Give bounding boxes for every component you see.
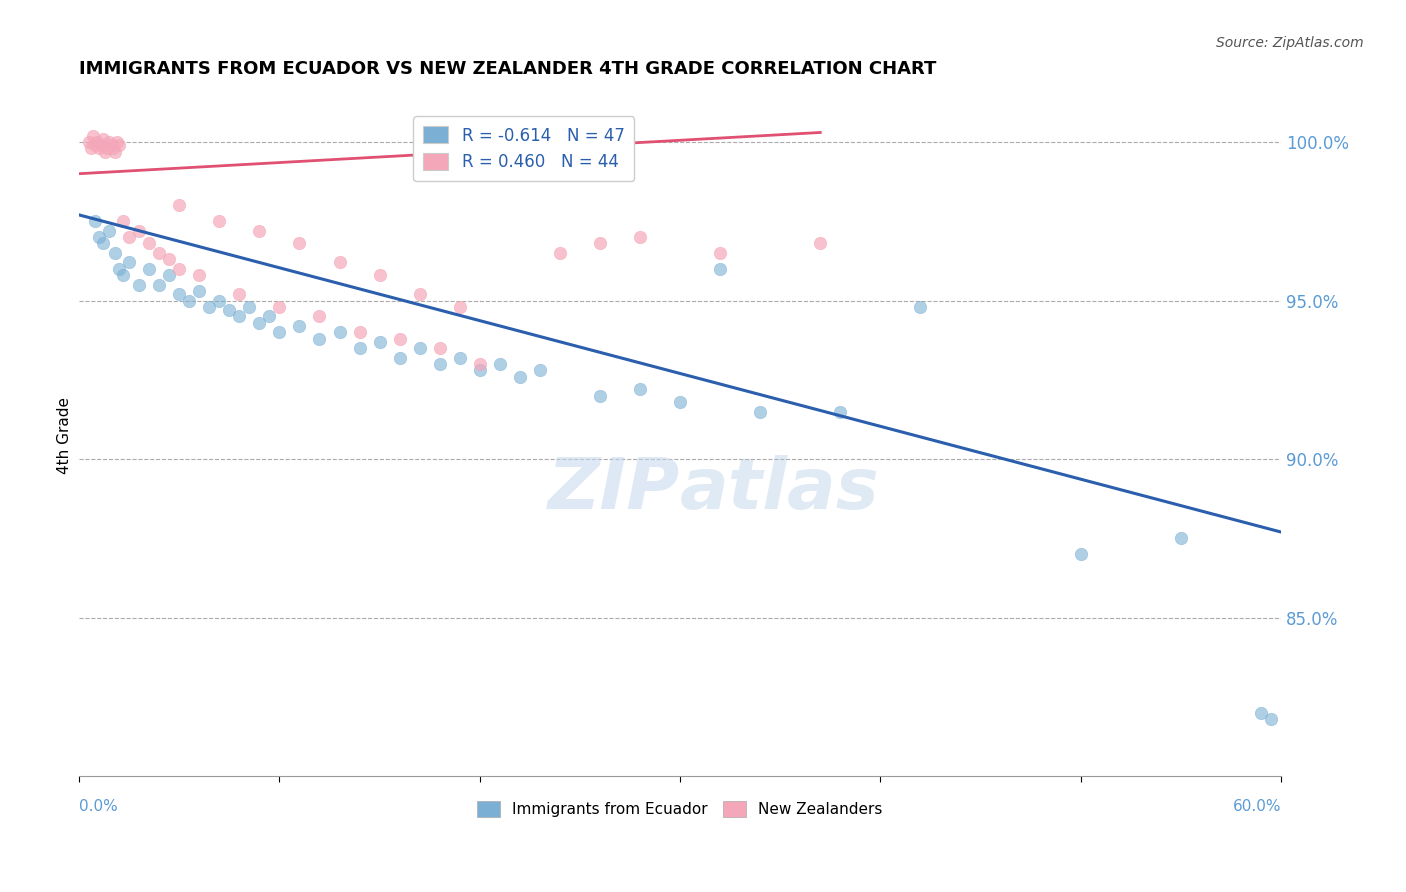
Point [98, 224, 121, 238]
Point [449, 351, 471, 365]
Point [247, 224, 270, 238]
Point [90, 138, 112, 153]
Point [148, 277, 170, 292]
Point [91, 236, 114, 251]
Point [188, 268, 211, 282]
Point [169, 287, 191, 301]
Point [259, 310, 281, 324]
Point [709, 261, 731, 276]
Point [509, 369, 531, 384]
Point [84, 138, 107, 153]
Point [368, 334, 391, 349]
Point [368, 268, 391, 282]
Point [669, 395, 692, 409]
Point [112, 214, 135, 228]
Text: IMMIGRANTS FROM ECUADOR VS NEW ZEALANDER 4TH GRADE CORRELATION CHART: IMMIGRANTS FROM ECUADOR VS NEW ZEALANDER… [79, 60, 936, 78]
Point [128, 277, 150, 292]
Point [247, 316, 270, 330]
Point [198, 300, 221, 314]
Point [157, 268, 180, 282]
Point [94, 145, 117, 159]
Point [408, 287, 430, 301]
Point [830, 404, 852, 418]
Point [1260, 712, 1282, 726]
Text: ZIP: ZIP [548, 455, 681, 524]
Legend: Immigrants from Ecuador, New Zealanders: Immigrants from Ecuador, New Zealanders [471, 795, 889, 823]
Point [179, 293, 201, 308]
Point [138, 236, 160, 251]
Point [89, 230, 111, 244]
Point [468, 357, 491, 371]
Point [910, 300, 932, 314]
Point [208, 293, 231, 308]
Point [96, 141, 118, 155]
Point [388, 332, 411, 346]
Text: atlas: atlas [681, 455, 880, 524]
Point [328, 255, 350, 269]
Point [589, 389, 612, 403]
Point [1070, 547, 1092, 561]
Point [548, 246, 571, 260]
Point [108, 261, 131, 276]
Point [101, 141, 124, 155]
Point [388, 351, 411, 365]
Text: 60.0%: 60.0% [1233, 799, 1281, 814]
Point [108, 138, 131, 153]
Point [118, 230, 141, 244]
Point [429, 357, 451, 371]
Y-axis label: 4th Grade: 4th Grade [58, 397, 72, 474]
Point [188, 284, 211, 298]
Point [429, 341, 451, 355]
Point [157, 252, 180, 267]
Point [80, 141, 103, 155]
Point [169, 261, 191, 276]
Point [589, 236, 612, 251]
Point [138, 261, 160, 276]
Point [308, 310, 330, 324]
Point [82, 128, 104, 143]
Point [91, 132, 114, 146]
Point [529, 363, 551, 377]
Point [238, 300, 260, 314]
Point [468, 363, 491, 377]
Point [105, 135, 128, 149]
Point [269, 325, 291, 339]
Point [208, 214, 231, 228]
Point [86, 135, 108, 149]
Point [749, 404, 772, 418]
Point [628, 382, 651, 396]
Point [349, 325, 371, 339]
Point [288, 318, 311, 333]
Point [77, 135, 100, 149]
Point [98, 135, 121, 149]
Point [628, 230, 651, 244]
Point [218, 303, 240, 318]
Point [288, 236, 311, 251]
Point [148, 246, 170, 260]
Point [1250, 706, 1272, 720]
Point [89, 141, 111, 155]
Point [408, 341, 430, 355]
Point [709, 246, 731, 260]
Point [104, 145, 127, 159]
Text: 0.0%: 0.0% [79, 799, 118, 814]
Point [1170, 532, 1192, 546]
Point [228, 310, 250, 324]
Point [100, 138, 122, 153]
Point [308, 332, 330, 346]
Point [104, 246, 127, 260]
Text: Source: ZipAtlas.com: Source: ZipAtlas.com [1216, 36, 1364, 50]
Point [112, 268, 135, 282]
Point [128, 224, 150, 238]
Point [328, 325, 350, 339]
Point [349, 341, 371, 355]
Point [808, 236, 831, 251]
Point [169, 198, 191, 212]
Point [488, 357, 510, 371]
Point [84, 214, 107, 228]
Point [228, 287, 250, 301]
Point [269, 300, 291, 314]
Point [449, 300, 471, 314]
Point [118, 255, 141, 269]
